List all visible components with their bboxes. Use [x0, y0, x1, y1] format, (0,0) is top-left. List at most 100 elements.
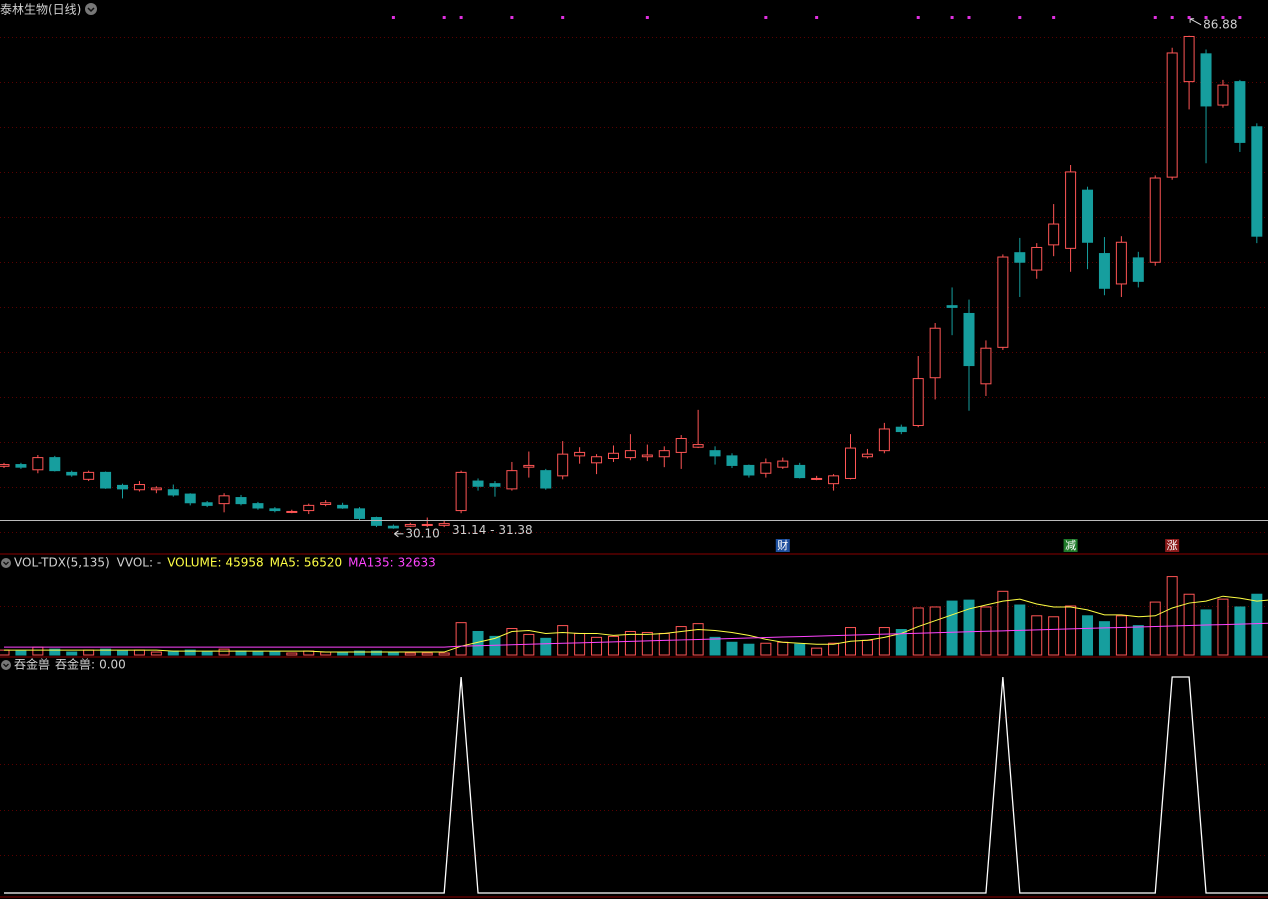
volume-bar: [1166, 576, 1178, 656]
candle-body: [370, 517, 382, 526]
candle-body: [218, 495, 230, 505]
candle-body: [421, 523, 433, 526]
candle-body: [1065, 171, 1077, 249]
chart-title: 泰林生物(日线): [0, 3, 81, 17]
badge: [1063, 539, 1078, 552]
candle-body: [1048, 223, 1060, 246]
candle-body: [777, 460, 789, 468]
volume-bar: [354, 650, 366, 656]
volume-bar: [557, 625, 569, 656]
candle-body: [1098, 253, 1110, 289]
volume-bar: [658, 632, 670, 656]
candle-body: [438, 523, 450, 526]
legend-text: 45958: [225, 556, 263, 570]
volume-bar: [912, 607, 924, 656]
candle-body: [861, 453, 873, 458]
event-dot: [645, 16, 649, 19]
event-dot: [1187, 16, 1191, 19]
event-dot: [1018, 16, 1022, 19]
volume-bar: [117, 650, 129, 656]
volume-bar: [641, 631, 653, 656]
indicator-title: 吞金兽: [14, 657, 50, 672]
badge: [1165, 539, 1180, 552]
menu-icon[interactable]: [85, 3, 97, 15]
candle-body: [574, 451, 586, 457]
candle-body: [658, 450, 670, 458]
volume-bar: [66, 651, 78, 656]
legend-value: 0.00: [99, 658, 126, 672]
candle-body: [760, 462, 772, 474]
event-dot: [1170, 16, 1174, 19]
candle-body: [0, 464, 10, 467]
volume-bar: [235, 650, 247, 656]
volume-bar: [1031, 615, 1043, 656]
candle-body: [591, 456, 603, 464]
volume-bar: [49, 648, 61, 656]
volume-bar: [370, 650, 382, 656]
ma-line: [4, 622, 1268, 648]
volume-bar: [607, 635, 619, 656]
volume-bar: [675, 626, 687, 656]
badge: [775, 539, 790, 552]
volume-bar: [438, 652, 450, 656]
candle-body: [997, 256, 1009, 348]
volume-bar: [455, 622, 467, 656]
volume-bar: [15, 650, 27, 656]
candle-body: [641, 454, 653, 458]
volume-bar: [709, 636, 721, 656]
candle-body: [709, 450, 721, 457]
volume-bar: [1217, 598, 1229, 656]
candle-body: [963, 312, 975, 367]
badge-label: 涨: [1167, 539, 1178, 552]
candle-body: [1251, 126, 1263, 237]
candle-body: [1234, 81, 1246, 143]
candle-body: [743, 464, 755, 476]
candle-body: [167, 489, 179, 496]
volume-bar: [32, 646, 44, 656]
volume-bar: [963, 599, 975, 656]
volume-bar: [506, 628, 518, 656]
volume-bar: [760, 642, 772, 656]
volume-bar: [828, 642, 840, 656]
candle-body: [117, 484, 129, 490]
volume-bar: [726, 641, 738, 656]
legend-text: 吞金兽:: [55, 657, 95, 672]
volume-bar: [811, 647, 823, 656]
candle-body: [83, 471, 95, 480]
candle-body: [269, 508, 281, 512]
event-dot: [815, 16, 819, 19]
candle-body: [726, 455, 738, 466]
candle-body: [912, 378, 924, 426]
volume-bar: [861, 639, 873, 656]
candle-body: [1200, 53, 1212, 107]
event-dot: [561, 16, 565, 19]
candle-body: [252, 503, 264, 509]
candle-body: [878, 428, 890, 452]
menu-icon[interactable]: [1, 660, 11, 670]
candle-body: [66, 471, 78, 476]
candle-body: [506, 470, 518, 490]
candle-body: [624, 450, 636, 459]
menu-icon[interactable]: [1, 558, 11, 568]
event-dot: [1204, 16, 1208, 19]
candle-body: [1149, 177, 1161, 263]
candle-body: [455, 471, 467, 512]
volume-bar: [1183, 593, 1195, 656]
volume-bar: [1251, 593, 1263, 656]
volume-bar: [1132, 625, 1144, 656]
volume-bar: [1048, 616, 1060, 656]
volume-bar: [624, 630, 636, 656]
candle-body: [929, 327, 941, 379]
candle-body: [523, 464, 535, 468]
candle-body: [557, 453, 569, 477]
candle-body: [387, 525, 399, 529]
volume-bar: [1149, 601, 1161, 656]
event-dot: [950, 16, 954, 19]
volume-bar: [0, 649, 10, 656]
candle-body: [1115, 241, 1127, 285]
volume-bar: [997, 590, 1009, 656]
volume-bar: [794, 643, 806, 656]
candle-body: [1183, 35, 1195, 83]
